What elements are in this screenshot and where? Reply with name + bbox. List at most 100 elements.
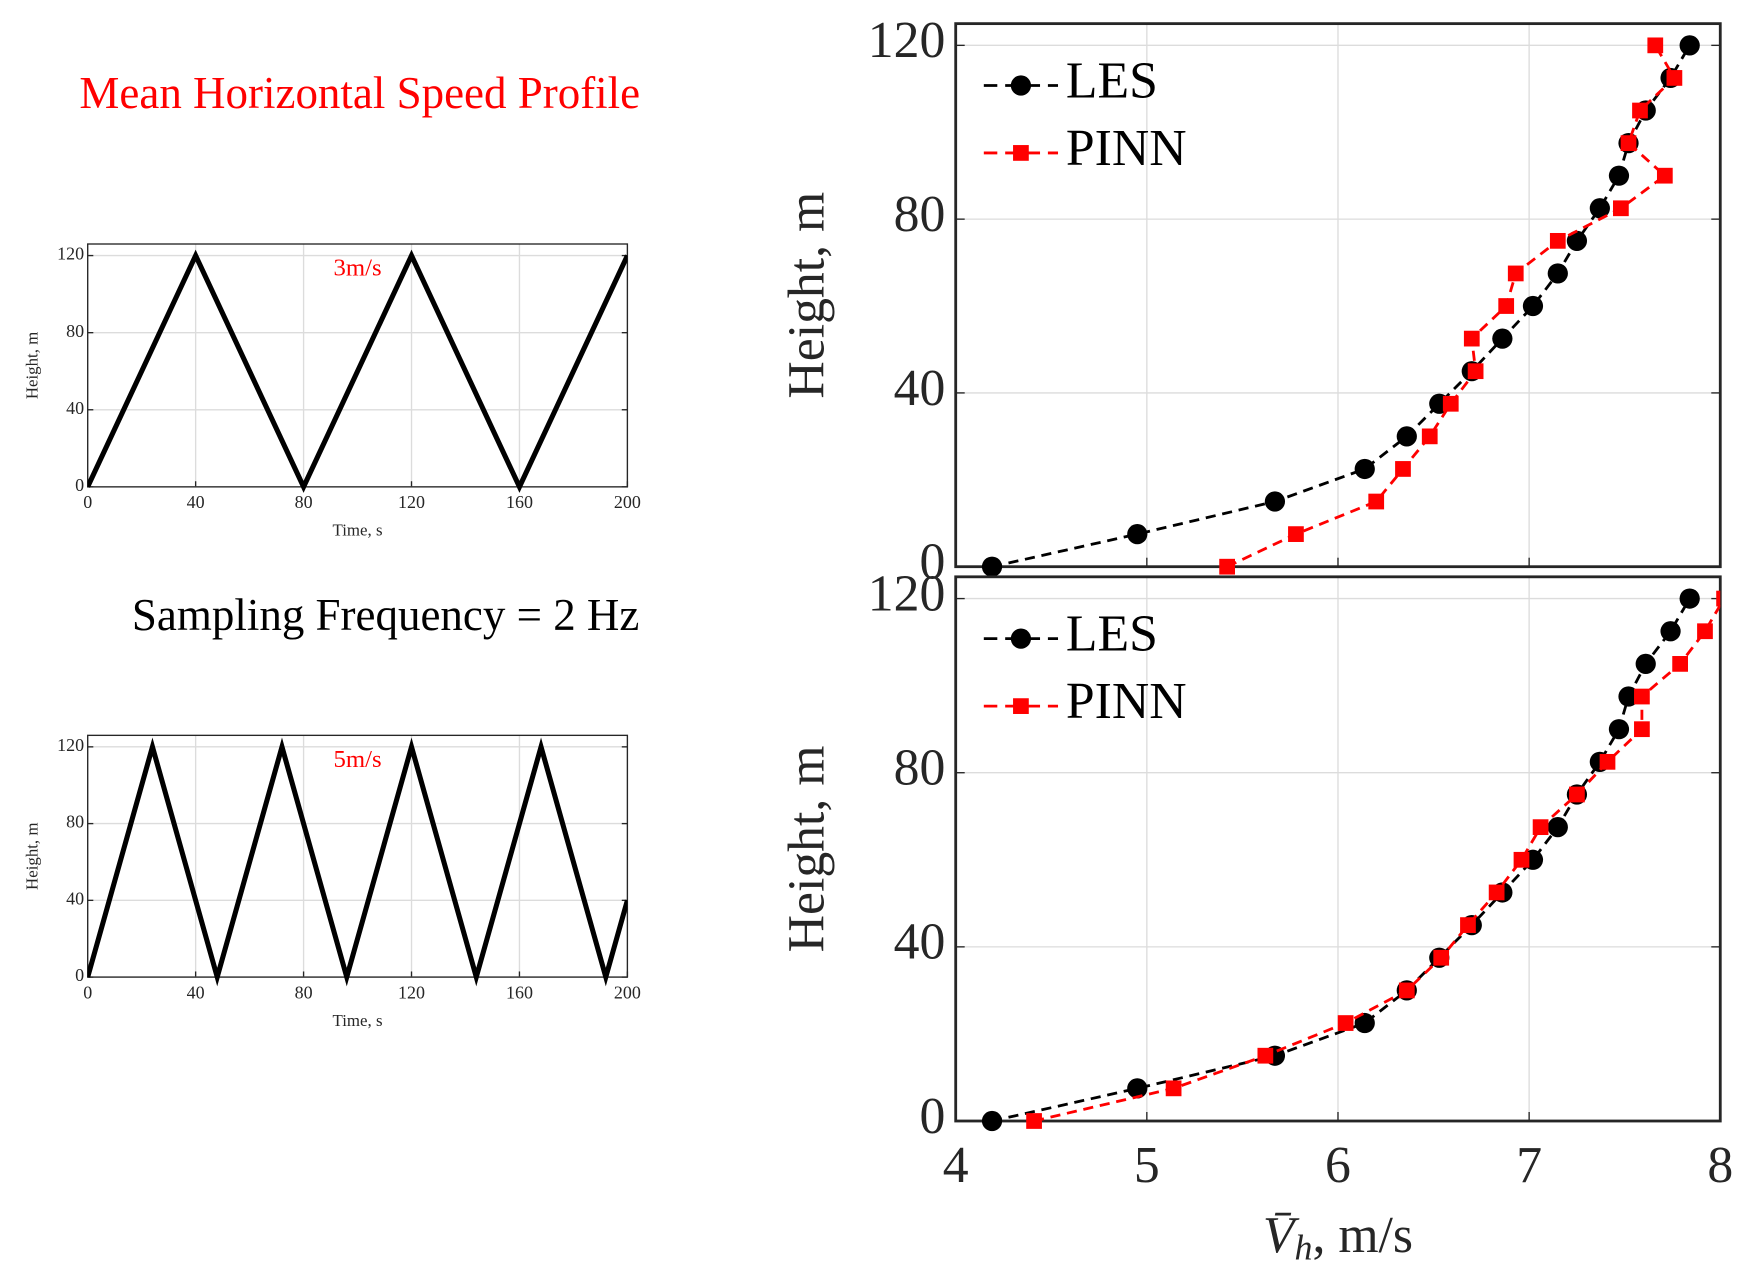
marker [1165, 1080, 1182, 1097]
x-axis-label: Time, s [333, 521, 383, 540]
marker [1589, 198, 1610, 219]
marker [1549, 232, 1566, 249]
marker [1634, 688, 1650, 705]
x-tick-label: 200 [614, 982, 641, 1002]
x-axis-label: V̄h, m/s [1263, 1207, 1413, 1268]
marker [1716, 590, 1721, 607]
marker [1547, 263, 1568, 284]
marker [1608, 165, 1630, 186]
y-tick-label: 40 [894, 914, 946, 971]
marker [1672, 656, 1689, 672]
legend-marker [1010, 628, 1032, 649]
marker [1620, 135, 1637, 151]
x-tick-label: 0 [83, 982, 92, 1002]
x-tick-label: 160 [506, 982, 533, 1002]
marker [1219, 558, 1235, 575]
marker [1647, 37, 1664, 54]
trajectory-line-core [87, 253, 628, 489]
marker [1368, 493, 1385, 510]
legend-marker [1013, 698, 1029, 714]
y-axis-label: Height, m [779, 745, 836, 952]
annotation: 3m/s [334, 255, 382, 282]
marker [1337, 1015, 1354, 1031]
marker [1127, 523, 1148, 545]
y-axis-label: Height, m [23, 822, 42, 889]
marker [1433, 949, 1450, 966]
marker [1632, 102, 1648, 119]
x-tick-label: 160 [506, 492, 533, 512]
marker [1613, 200, 1629, 217]
legend-label: PINN [1066, 120, 1187, 177]
series-group [87, 249, 628, 493]
x-tick-label: 40 [187, 982, 205, 1002]
annotation: 5m/s [334, 746, 382, 773]
legend-marker [1013, 145, 1029, 161]
page-title: Mean Horizontal Speed Profile [79, 68, 640, 118]
x-tick-label: 120 [398, 492, 425, 512]
series-group [981, 588, 1721, 1132]
marker [1507, 265, 1524, 282]
y-tick-label: 40 [894, 360, 946, 417]
x-label-unit: , m/s [1312, 1207, 1413, 1264]
marker [1488, 884, 1505, 901]
marker [981, 556, 1003, 577]
marker [1288, 526, 1304, 542]
marker [1656, 167, 1673, 184]
marker [1697, 623, 1713, 640]
y-tick-label: 40 [66, 888, 84, 908]
plot-frame [954, 22, 1722, 569]
marker [1522, 295, 1544, 317]
plot-frame [87, 243, 629, 488]
marker [1026, 1113, 1042, 1129]
marker [1463, 330, 1480, 347]
profile-line [1033, 602, 1721, 1123]
legend-label: PINN [1066, 673, 1187, 730]
y-tick-label: 120 [868, 12, 946, 69]
marker [1257, 1047, 1274, 1064]
marker [1442, 395, 1459, 412]
plot-frame [954, 575, 1722, 1123]
marker [1618, 686, 1639, 707]
marker [1354, 458, 1375, 480]
x-tick-label: 8 [1707, 1137, 1733, 1194]
legend-marker [1010, 75, 1032, 96]
marker [1679, 588, 1700, 609]
x-tick-label: 120 [398, 982, 425, 1002]
x-tick-label: 6 [1325, 1137, 1351, 1194]
plot-frame [87, 734, 629, 978]
legend-label: LES [1066, 606, 1158, 663]
y-tick-label: 120 [57, 735, 84, 755]
y-tick-label: 0 [75, 965, 84, 985]
y-tick-label: 80 [894, 186, 946, 243]
y-tick-label: 120 [57, 244, 84, 264]
marker [1398, 982, 1415, 999]
marker [1264, 491, 1286, 512]
x-tick-label: 7 [1516, 1137, 1542, 1194]
y-tick-label: 120 [868, 565, 946, 622]
y-tick-label: 80 [66, 321, 84, 341]
x-tick-label: 5 [1134, 1137, 1160, 1194]
y-tick-label: 0 [75, 475, 84, 495]
legend-label: LES [1066, 52, 1158, 109]
marker [1532, 819, 1549, 836]
marker [1467, 363, 1484, 380]
x-label-subscript: h [1294, 1228, 1312, 1268]
marker [1634, 721, 1650, 738]
x-axis-label: Time, s [333, 1011, 383, 1030]
y-axis-label: Height, m [23, 332, 42, 399]
marker [1421, 428, 1438, 445]
marker [1666, 70, 1683, 86]
marker [1547, 817, 1568, 838]
marker [1127, 1078, 1148, 1099]
sampling-note: Sampling Frequency = 2 Hz [132, 590, 639, 640]
y-tick-label: 40 [66, 398, 84, 418]
marker [1608, 719, 1630, 740]
y-tick-label: 0 [920, 534, 946, 591]
marker [1492, 328, 1513, 349]
marker [1513, 851, 1530, 868]
x-tick-label: 80 [295, 982, 313, 1002]
marker [1660, 621, 1681, 642]
x-tick-label: 4 [943, 1137, 969, 1194]
marker [1396, 426, 1417, 447]
